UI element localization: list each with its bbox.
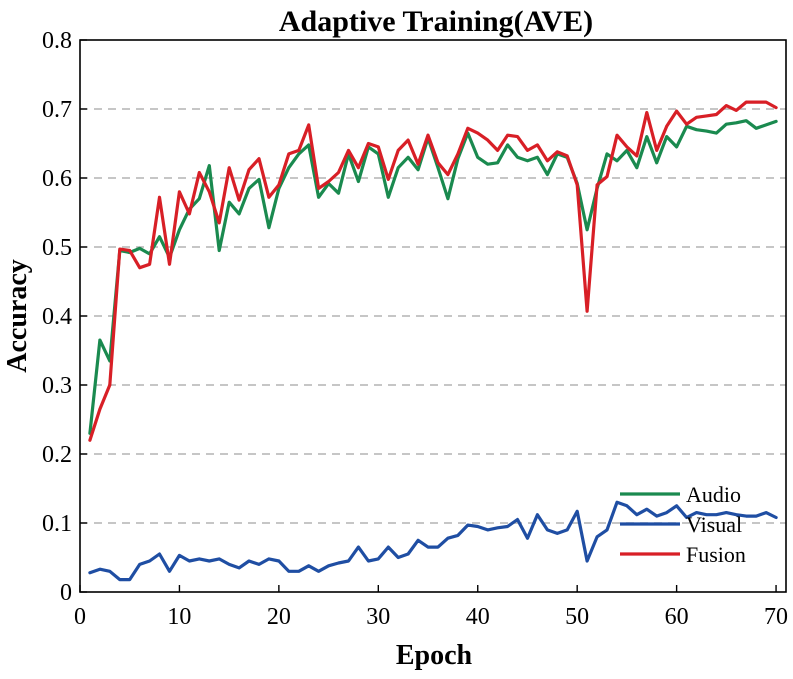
y-tick-label: 0.3 xyxy=(42,373,72,399)
x-tick-label: 10 xyxy=(167,604,191,630)
y-tick-label: 0 xyxy=(60,580,72,606)
chart-title: Adaptive Training(AVE) xyxy=(279,5,593,38)
x-tick-label: 30 xyxy=(366,604,390,630)
y-axis-label: Accuracy xyxy=(2,259,33,373)
x-tick-label: 40 xyxy=(466,604,490,630)
legend-label-audio: Audio xyxy=(686,482,741,507)
legend-label-fusion: Fusion xyxy=(686,542,746,567)
legend-label-visual: Visual xyxy=(686,512,742,537)
y-tick-label: 0.5 xyxy=(42,235,72,261)
x-tick-label: 0 xyxy=(74,604,86,630)
y-tick-label: 0.8 xyxy=(42,28,72,54)
x-tick-label: 70 xyxy=(764,604,788,630)
x-tick-label: 20 xyxy=(267,604,291,630)
y-tick-label: 0.1 xyxy=(42,511,72,537)
x-axis-label: Epoch xyxy=(396,640,473,671)
x-tick-label: 50 xyxy=(565,604,589,630)
y-tick-label: 0.7 xyxy=(42,97,72,123)
y-tick-label: 0.4 xyxy=(42,304,72,330)
series-line-fusion xyxy=(88,100,778,442)
x-tick-label: 60 xyxy=(665,604,689,630)
y-tick-label: 0.2 xyxy=(42,442,72,468)
legend: Audio Visual Fusion xyxy=(620,482,746,567)
y-tick-label: 0.6 xyxy=(42,166,72,192)
series-lines xyxy=(88,100,778,582)
axis-ticks: 0 0.1 0.2 0.3 0.4 0.5 0.6 0.7 0.8 0 10 20 30 40 50 60 70 xyxy=(42,28,788,630)
series-line-visual xyxy=(88,500,778,582)
